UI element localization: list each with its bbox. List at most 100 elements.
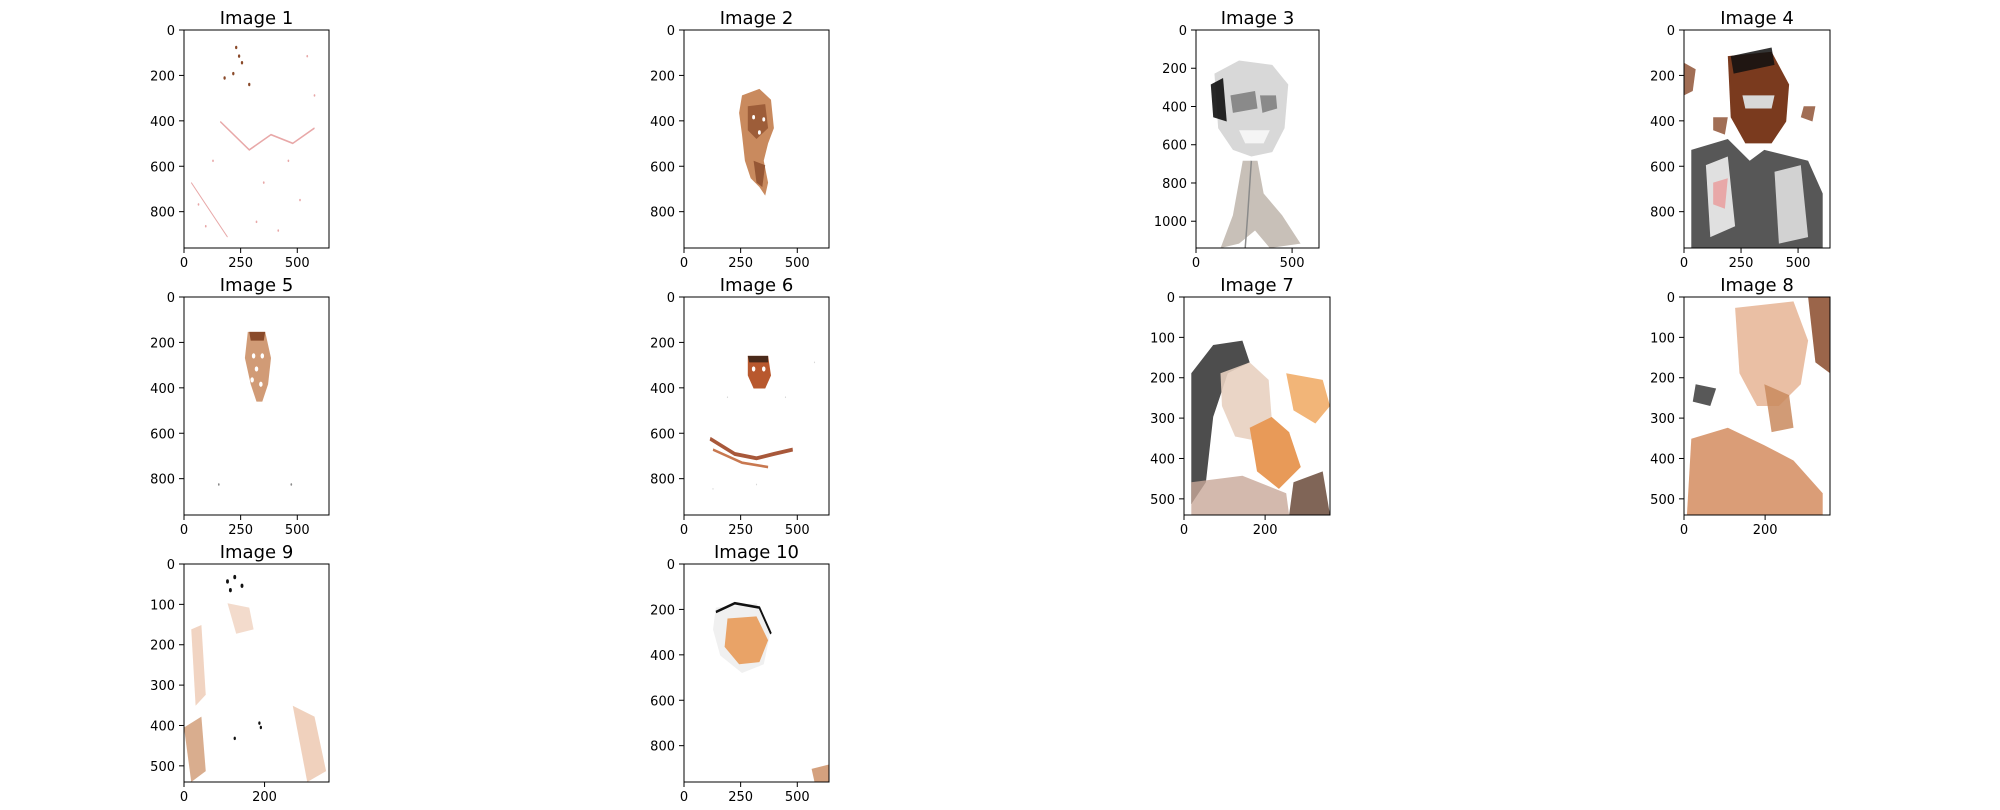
subplot-1: Image 1 0 200 400 600 800 0 250 500 xyxy=(150,8,330,271)
y-tick-label: 800 xyxy=(150,206,175,221)
axes-frame xyxy=(683,29,830,249)
subplot-3: Image 3 0 200 400 600 800 1000 0 500 xyxy=(1154,8,1320,271)
subplot-image xyxy=(684,30,829,248)
subplot-image xyxy=(1184,297,1330,515)
y-tick-label: 400 xyxy=(650,382,675,397)
subplot-title: Image 6 xyxy=(720,275,794,296)
y-tick-label: 400 xyxy=(1650,115,1675,130)
subplot-title: Image 2 xyxy=(720,8,794,29)
x-tick-label: 250 xyxy=(728,790,753,805)
y-tick-label: 0 xyxy=(667,558,675,573)
subplot-image xyxy=(184,297,329,515)
y-tick-label: 400 xyxy=(150,382,175,397)
y-tick-label: 300 xyxy=(1650,412,1675,427)
x-tick-label: 500 xyxy=(785,523,810,538)
y-tick-label: 300 xyxy=(150,679,175,694)
y-tick-label: 200 xyxy=(150,336,175,351)
subplot-image xyxy=(184,564,329,782)
y-tick-label: 200 xyxy=(650,69,675,84)
subplot-title: Image 4 xyxy=(1720,8,1794,29)
y-tick-label: 600 xyxy=(650,694,675,709)
y-tick-label: 500 xyxy=(150,760,175,775)
y-tick-label: 200 xyxy=(150,69,175,84)
y-tick-label: 0 xyxy=(1667,291,1675,306)
x-tick-label: 0 xyxy=(680,523,688,538)
subplot-title: Image 5 xyxy=(220,275,294,296)
x-tick-label: 0 xyxy=(680,256,688,271)
y-tick-label: 400 xyxy=(150,719,175,734)
y-tick-label: 0 xyxy=(1167,291,1175,306)
y-tick-label: 200 xyxy=(1650,372,1675,387)
y-tick-label: 0 xyxy=(1179,24,1187,39)
y-tick-label: 300 xyxy=(1150,412,1175,427)
x-tick-label: 500 xyxy=(1786,256,1811,271)
y-tick-label: 600 xyxy=(150,427,175,442)
x-tick-label: 200 xyxy=(1253,523,1278,538)
y-tick-label: 800 xyxy=(650,206,675,221)
y-tick-label: 800 xyxy=(650,740,675,755)
y-tick-label: 400 xyxy=(650,115,675,130)
y-tick-label: 600 xyxy=(1162,139,1187,154)
axes-frame xyxy=(183,563,330,783)
axes-frame xyxy=(1683,29,1831,249)
x-tick-label: 0 xyxy=(180,523,188,538)
x-tick-label: 0 xyxy=(180,256,188,271)
x-tick-label: 0 xyxy=(1192,256,1200,271)
axes-frame xyxy=(1195,29,1320,249)
y-tick-label: 200 xyxy=(650,603,675,618)
y-tick-label: 500 xyxy=(1150,493,1175,508)
y-tick-label: 100 xyxy=(1150,331,1175,346)
subplot-6: Image 6 0 200 400 600 800 0 250 500 xyxy=(650,275,830,538)
y-tick-label: 100 xyxy=(150,598,175,613)
x-tick-label: 0 xyxy=(680,790,688,805)
axes-frame xyxy=(183,296,330,516)
y-tick-label: 800 xyxy=(650,473,675,488)
y-tick-label: 400 xyxy=(1150,452,1175,467)
y-tick-label: 600 xyxy=(1650,160,1675,175)
axes-frame xyxy=(1183,296,1331,516)
subplot-10: Image 10 0 200 400 600 800 0 250 500 xyxy=(650,542,830,805)
subplot-title: Image 8 xyxy=(1720,275,1794,296)
x-tick-label: 500 xyxy=(285,256,310,271)
x-tick-label: 0 xyxy=(1680,256,1688,271)
y-tick-label: 600 xyxy=(650,427,675,442)
x-tick-label: 0 xyxy=(1180,523,1188,538)
axes-frame xyxy=(683,296,830,516)
y-tick-label: 600 xyxy=(150,160,175,175)
axes-frame xyxy=(183,29,330,249)
y-tick-label: 0 xyxy=(1667,24,1675,39)
subplot-2: Image 2 0 200 400 600 800 0 250 500 xyxy=(650,8,830,271)
x-tick-label: 500 xyxy=(785,256,810,271)
x-tick-label: 500 xyxy=(1280,256,1305,271)
y-tick-label: 200 xyxy=(1150,372,1175,387)
subplot-title: Image 3 xyxy=(1221,8,1295,29)
y-tick-label: 400 xyxy=(1650,452,1675,467)
y-tick-label: 400 xyxy=(650,649,675,664)
y-tick-label: 0 xyxy=(667,24,675,39)
subplot-image xyxy=(684,297,829,515)
y-tick-label: 600 xyxy=(650,160,675,175)
y-tick-label: 200 xyxy=(650,336,675,351)
subplot-title: Image 10 xyxy=(714,542,799,563)
x-tick-label: 250 xyxy=(228,523,253,538)
y-tick-label: 500 xyxy=(1650,493,1675,508)
y-tick-label: 200 xyxy=(1650,69,1675,84)
subplot-image xyxy=(1684,297,1830,515)
subplot-image xyxy=(684,564,829,782)
subplot-image xyxy=(1684,30,1830,248)
x-tick-label: 250 xyxy=(728,256,753,271)
subplot-image xyxy=(184,30,329,248)
y-tick-label: 400 xyxy=(150,115,175,130)
y-tick-label: 400 xyxy=(1162,100,1187,115)
axes-frame xyxy=(683,563,830,783)
subplot-9: Image 9 0 100 200 300 400 500 0 200 xyxy=(150,542,330,805)
y-tick-label: 0 xyxy=(167,558,175,573)
x-tick-label: 200 xyxy=(1753,523,1778,538)
x-tick-label: 500 xyxy=(285,523,310,538)
y-tick-label: 200 xyxy=(150,639,175,654)
subplot-title: Image 9 xyxy=(220,542,294,563)
y-tick-label: 0 xyxy=(167,24,175,39)
y-tick-label: 1000 xyxy=(1154,215,1187,230)
subplot-8: Image 8 0 100 200 300 400 500 0 200 xyxy=(1650,275,1831,538)
